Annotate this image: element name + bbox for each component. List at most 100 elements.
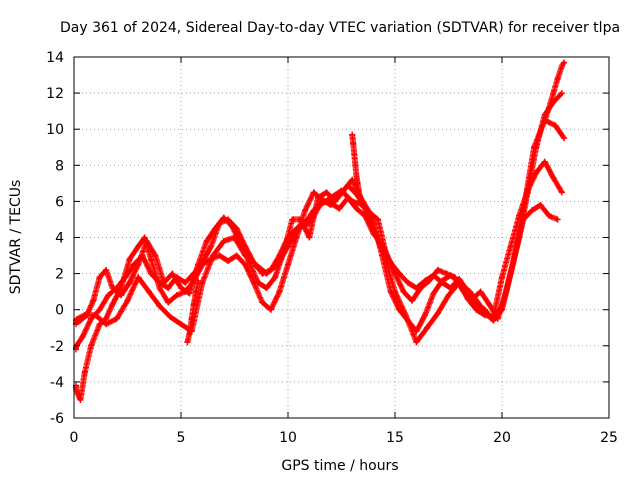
data-point <box>413 339 420 346</box>
grid <box>74 57 609 418</box>
data-point <box>533 169 540 176</box>
data-point <box>456 279 463 286</box>
y-tick-label: 14 <box>46 50 64 66</box>
data-point <box>188 315 195 322</box>
data-point <box>178 285 184 292</box>
data-point <box>113 315 120 322</box>
data-point <box>145 288 152 295</box>
data-point <box>381 252 388 259</box>
data-point <box>528 207 535 214</box>
data-point <box>122 274 129 281</box>
data-point <box>552 122 559 129</box>
data-points <box>73 59 568 403</box>
x-axis-label: GPS time / hours <box>281 458 398 474</box>
data-point <box>285 261 291 268</box>
data-point <box>79 333 86 340</box>
data-point <box>356 192 363 199</box>
x-tick-label: 5 <box>177 430 186 446</box>
data-point <box>323 189 330 196</box>
data-point <box>77 396 84 403</box>
data-point <box>443 270 450 277</box>
data-point <box>499 274 505 281</box>
data-point <box>477 288 484 295</box>
data-point <box>81 369 88 376</box>
data-point <box>297 216 304 223</box>
data-point <box>165 299 172 306</box>
data-point <box>203 238 210 245</box>
data-point <box>231 234 238 241</box>
data-point <box>118 292 125 299</box>
data-point <box>178 321 184 328</box>
x-tick-label: 15 <box>386 430 404 446</box>
axis-ticks: 0 5 10 15 20 25 -6 -4 -2 0 2 4 6 8 10 12 14 <box>46 50 618 446</box>
data-point <box>351 151 358 158</box>
data-point <box>165 285 172 292</box>
data-point <box>242 252 249 259</box>
x-tick-label: 20 <box>493 430 511 446</box>
data-point <box>396 270 403 277</box>
data-point <box>105 292 112 299</box>
data-point <box>374 216 381 223</box>
data-point <box>336 205 343 212</box>
data-point <box>430 290 437 297</box>
data-point <box>263 270 270 277</box>
data-point <box>199 259 206 266</box>
data-point <box>550 90 557 97</box>
data-point <box>541 158 548 165</box>
data-point <box>402 312 409 319</box>
data-point <box>216 220 223 227</box>
data-point <box>156 279 163 286</box>
data-point <box>182 279 189 286</box>
data-point <box>558 90 565 97</box>
data-point <box>353 205 360 212</box>
data-point <box>103 315 110 322</box>
y-tick-label: 2 <box>55 267 64 283</box>
data-point <box>357 196 364 203</box>
data-point <box>186 290 193 297</box>
data-point <box>546 104 553 111</box>
data-point <box>126 256 133 263</box>
data-point <box>537 202 544 209</box>
data-point <box>473 306 480 313</box>
data-point <box>135 243 142 250</box>
data-point <box>404 279 411 286</box>
data-point <box>276 288 283 295</box>
data-point <box>192 288 199 295</box>
data-point <box>400 288 407 295</box>
data-point <box>349 198 356 205</box>
data-point <box>126 279 133 286</box>
data-point <box>434 310 441 317</box>
data-point <box>113 285 120 292</box>
data-point <box>488 315 495 322</box>
data-point <box>499 303 505 310</box>
data-point <box>103 266 110 273</box>
data-point <box>317 202 324 209</box>
data-point <box>295 225 302 232</box>
data-point <box>96 274 103 281</box>
data-point <box>413 328 420 335</box>
data-point <box>306 234 313 241</box>
data-point <box>285 234 291 241</box>
data-point <box>354 180 361 187</box>
data-point <box>314 194 321 201</box>
data-point <box>350 140 357 147</box>
data-point <box>554 216 561 223</box>
data-point <box>430 272 437 279</box>
data-point <box>413 285 420 292</box>
data-point <box>424 324 431 331</box>
data-point <box>409 297 416 304</box>
data-point <box>285 243 291 250</box>
data-point <box>561 135 568 142</box>
data-point <box>156 303 163 310</box>
y-tick-label: 4 <box>55 231 64 247</box>
data-point <box>130 261 137 268</box>
data-point <box>541 117 548 124</box>
data-point <box>225 216 232 223</box>
data-point <box>546 212 553 219</box>
data-point <box>554 75 561 82</box>
data-point <box>558 63 565 70</box>
data-point <box>255 279 262 286</box>
data-point <box>352 162 359 169</box>
data-point <box>156 285 163 292</box>
